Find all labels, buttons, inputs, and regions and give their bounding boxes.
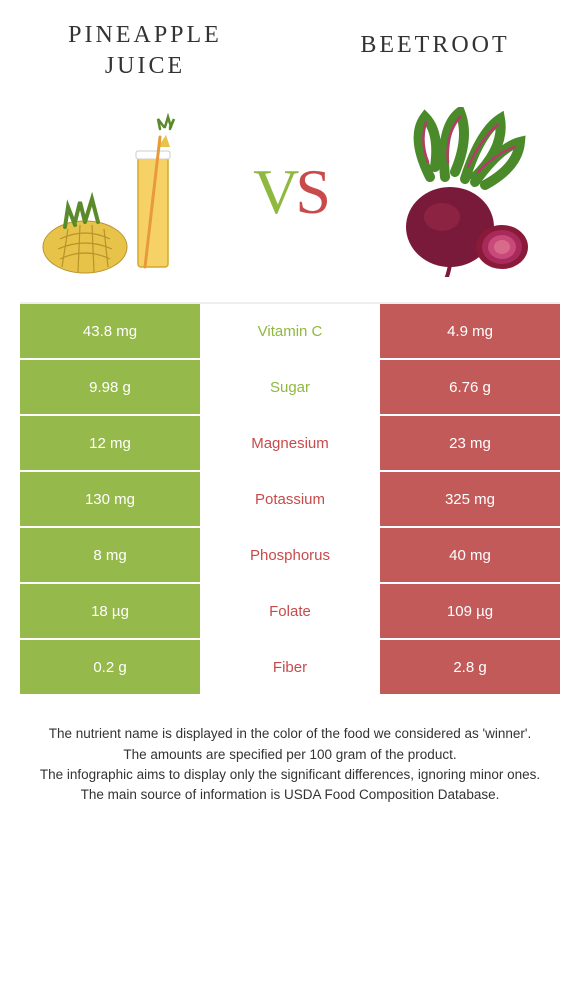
vs-s: S: [295, 156, 327, 227]
right-value: 40 mg: [380, 528, 560, 582]
footer-line: The amounts are specified per 100 gram o…: [20, 745, 560, 765]
nutrient-label: Sugar: [200, 360, 380, 414]
right-value: 325 mg: [380, 472, 560, 526]
left-value: 8 mg: [20, 528, 200, 582]
left-value: 12 mg: [20, 416, 200, 470]
pineapple-juice-image: [30, 107, 210, 277]
nutrient-label: Phosphorus: [200, 528, 380, 582]
images-row: VS: [0, 92, 580, 302]
footer-line: The main source of information is USDA F…: [20, 785, 560, 805]
left-value: 9.98 g: [20, 360, 200, 414]
left-value: 0.2 g: [20, 640, 200, 694]
left-food-title: PINEAPPLE JUICE: [40, 20, 250, 82]
right-food-title: Beetroot: [330, 20, 540, 59]
nutrient-label: Vitamin C: [200, 304, 380, 358]
table-row: 130 mgPotassium325 mg: [20, 472, 560, 528]
footer-notes: The nutrient name is displayed in the co…: [0, 696, 580, 805]
vs-v: V: [253, 156, 295, 227]
footer-line: The nutrient name is displayed in the co…: [20, 724, 560, 744]
table-row: 43.8 mgVitamin C4.9 mg: [20, 304, 560, 360]
table-row: 12 mgMagnesium23 mg: [20, 416, 560, 472]
table-row: 0.2 gFiber2.8 g: [20, 640, 560, 696]
table-row: 8 mgPhosphorus40 mg: [20, 528, 560, 584]
table-row: 18 µgFolate109 µg: [20, 584, 560, 640]
right-value: 6.76 g: [380, 360, 560, 414]
beetroot-image: [370, 107, 550, 277]
left-value: 130 mg: [20, 472, 200, 526]
table-row: 9.98 gSugar6.76 g: [20, 360, 560, 416]
right-value: 23 mg: [380, 416, 560, 470]
header: PINEAPPLE JUICE Beetroot: [0, 0, 580, 92]
nutrient-table: 43.8 mgVitamin C4.9 mg9.98 gSugar6.76 g1…: [20, 302, 560, 696]
nutrient-label: Magnesium: [200, 416, 380, 470]
nutrient-label: Fiber: [200, 640, 380, 694]
nutrient-label: Potassium: [200, 472, 380, 526]
left-value: 43.8 mg: [20, 304, 200, 358]
nutrient-label: Folate: [200, 584, 380, 638]
right-value: 2.8 g: [380, 640, 560, 694]
left-value: 18 µg: [20, 584, 200, 638]
vs-label: VS: [253, 155, 327, 229]
footer-line: The infographic aims to display only the…: [20, 765, 560, 785]
right-value: 4.9 mg: [380, 304, 560, 358]
right-value: 109 µg: [380, 584, 560, 638]
